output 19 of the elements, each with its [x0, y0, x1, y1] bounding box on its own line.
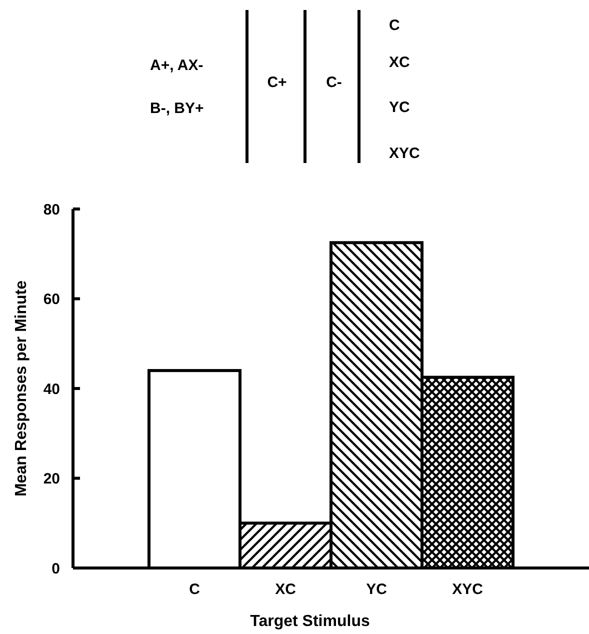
y-tick-label: 60 — [43, 291, 60, 308]
text: YC — [389, 99, 410, 116]
text: C — [389, 17, 400, 34]
text: XYC — [389, 145, 420, 162]
text: C+ — [267, 74, 288, 91]
text: B-, BY+ — [150, 100, 204, 117]
y-tick-label: 0 — [52, 560, 60, 578]
y-tick-label: 40 — [43, 380, 60, 398]
x-tick-label: YC — [366, 581, 388, 598]
x-tick-label: XYC — [452, 581, 484, 598]
x-axis-title: Target Stimulus — [250, 613, 370, 630]
y-tick-label: 20 — [43, 470, 60, 488]
x-tick-label: XC — [275, 581, 296, 598]
text: C- — [326, 74, 342, 91]
x-tick-label: C — [189, 581, 200, 598]
y-tick-label: 80 — [43, 201, 60, 218]
y-axis-title: Mean Responses per Minute — [13, 280, 30, 497]
text: XC — [389, 54, 410, 71]
text: A+, AX- — [150, 57, 204, 74]
